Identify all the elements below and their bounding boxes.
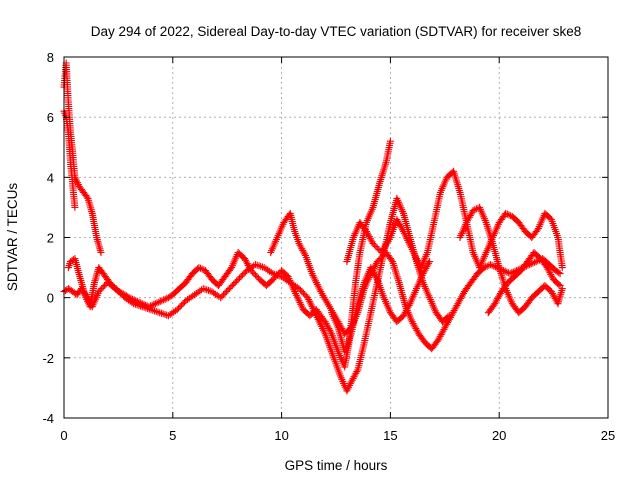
marker-path bbox=[267, 209, 564, 353]
series-track-5 bbox=[267, 209, 564, 353]
marker-path bbox=[456, 203, 566, 317]
marker-path bbox=[343, 167, 566, 272]
marker-path bbox=[484, 249, 564, 317]
x-tick-label: 25 bbox=[601, 428, 615, 443]
x-tick-label: 0 bbox=[60, 428, 67, 443]
series-track-6 bbox=[343, 167, 566, 272]
x-axis-label: GPS time / hours bbox=[285, 458, 388, 473]
y-tick-label: -2 bbox=[42, 351, 54, 366]
series-track-8 bbox=[328, 258, 434, 356]
marker-path bbox=[328, 258, 434, 356]
series-track-9 bbox=[484, 249, 564, 317]
y-tick-label: -4 bbox=[42, 411, 54, 426]
y-tick-label: 4 bbox=[47, 170, 54, 185]
series-track-7 bbox=[456, 203, 566, 317]
chart-title: Day 294 of 2022, Sidereal Day-to-day VTE… bbox=[91, 24, 581, 39]
axis-ticks: 0 5 10 15 20 25 -4 -2 0 2 4 6 8 bbox=[42, 50, 615, 443]
data-markers bbox=[60, 59, 566, 395]
x-tick-label: 10 bbox=[274, 428, 288, 443]
x-tick-label: 20 bbox=[492, 428, 506, 443]
x-tick-label: 5 bbox=[169, 428, 176, 443]
x-tick-label: 15 bbox=[383, 428, 397, 443]
y-tick-label: 2 bbox=[47, 231, 54, 246]
y-tick-label: 8 bbox=[47, 50, 54, 65]
y-tick-label: 0 bbox=[47, 291, 54, 306]
y-axis-label: SDTVAR / TECUs bbox=[5, 183, 20, 292]
y-tick-label: 6 bbox=[47, 110, 54, 125]
